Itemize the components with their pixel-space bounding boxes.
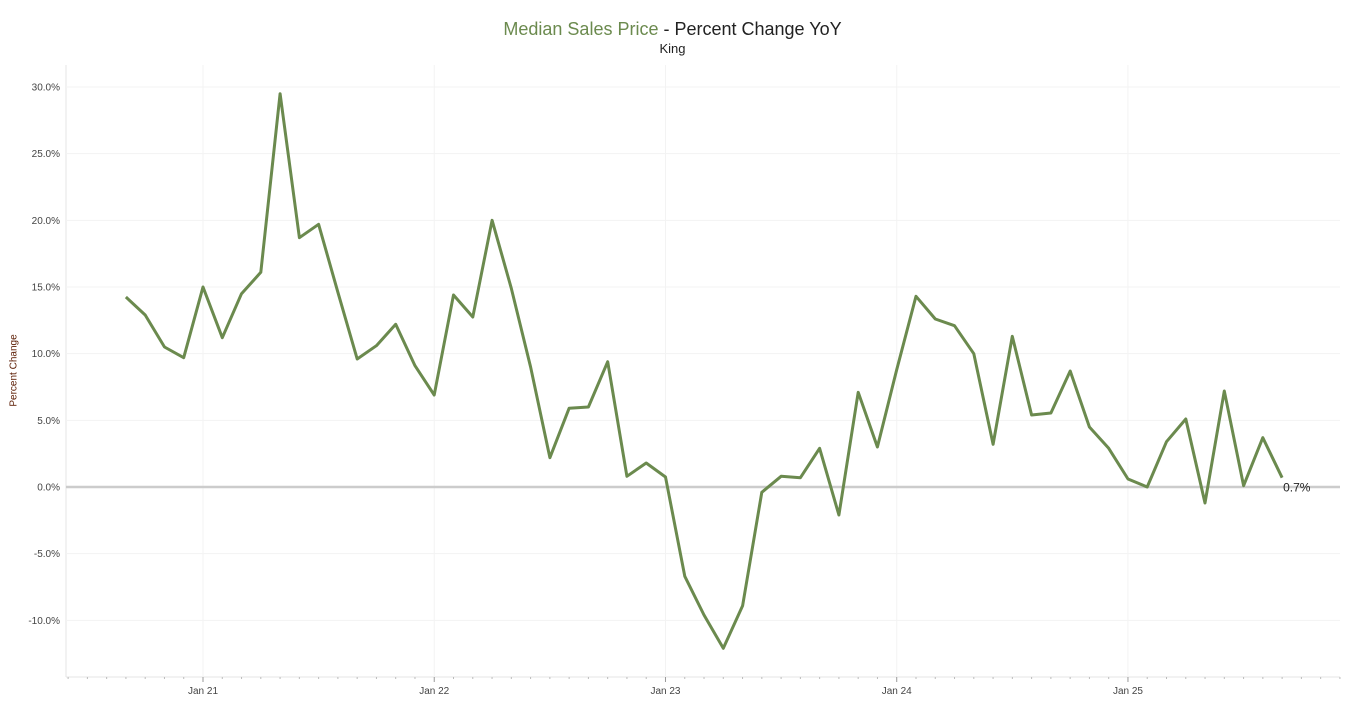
x-tick-label: Jan 24 <box>882 686 912 697</box>
series-line <box>124 92 1284 650</box>
y-tick-label: 5.0% <box>37 416 60 427</box>
y-tick-label: 20.0% <box>32 216 60 227</box>
chart-title: Median Sales Price - Percent Change YoY <box>0 19 1345 40</box>
chart-subtitle: King <box>659 41 686 56</box>
y-tick-label: 30.0% <box>32 83 60 94</box>
title-accent: Median Sales Price <box>503 19 659 39</box>
x-tick-label: Jan 21 <box>188 686 218 697</box>
y-tick-label: 25.0% <box>32 149 60 160</box>
y-tick-label: -10.0% <box>28 616 60 627</box>
y-tick-label: 15.0% <box>32 283 60 294</box>
last-value-label: 0.7% <box>1283 481 1311 495</box>
title-rest: - Percent Change YoY <box>658 19 842 39</box>
y-tick-label: 10.0% <box>32 349 60 360</box>
x-tick-label: Jan 23 <box>650 686 680 697</box>
y-tick-label: -5.0% <box>34 549 60 560</box>
y-tick-label: 0.0% <box>37 483 60 494</box>
x-tick-label: Jan 25 <box>1113 686 1143 697</box>
x-tick-label: Jan 22 <box>419 686 449 697</box>
